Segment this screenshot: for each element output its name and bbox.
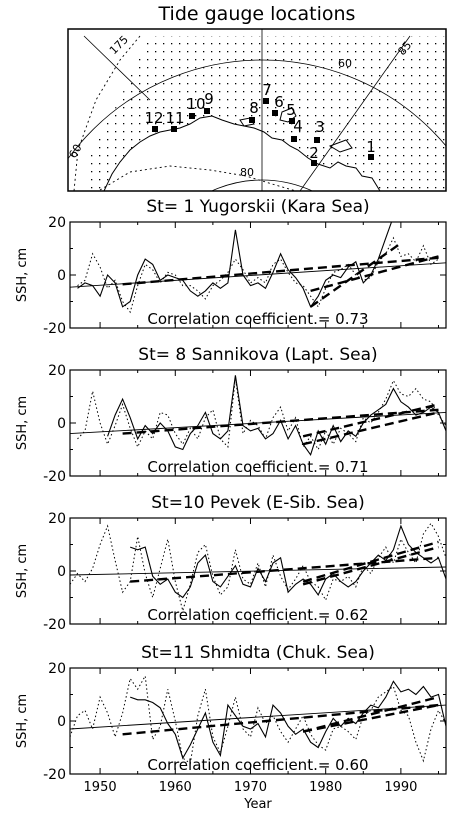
station-number: 4 xyxy=(293,117,303,135)
station-number: 9 xyxy=(204,90,214,108)
ocean-stipple xyxy=(86,36,446,191)
station-marker xyxy=(249,117,255,123)
trend-line-dashed xyxy=(310,255,439,293)
trend-line xyxy=(70,704,446,730)
x-tick-label: 1990 xyxy=(384,780,417,795)
x-tick-label: 1960 xyxy=(159,780,192,795)
y-tick-label: -20 xyxy=(43,469,66,485)
boundary-lines xyxy=(73,35,297,191)
series-line-dotted xyxy=(70,674,446,765)
y-tick-label: -20 xyxy=(43,767,66,783)
trend-line-dashed xyxy=(309,242,402,308)
station-number: 8 xyxy=(249,99,259,117)
correlation-annotation: Correlation coefficient.= 0.71 xyxy=(147,458,368,476)
series-line-dotted xyxy=(77,236,439,314)
series-line-solid xyxy=(130,680,446,760)
y-tick-label: 0 xyxy=(57,714,66,730)
station-number: 5 xyxy=(286,101,296,119)
grid-label: 60 xyxy=(338,57,352,70)
chart-panel: St=10 Pevek (E-Sib. Sea) SSH, cm 20 0 -20 Cor… xyxy=(15,493,447,633)
trend-line-dashed xyxy=(302,695,439,733)
station-marker xyxy=(272,110,278,116)
y-axis-label: SSH, cm xyxy=(15,396,30,450)
y-axis-label: SSH, cm xyxy=(15,248,30,302)
x-tick-label: 1950 xyxy=(84,780,117,795)
y-tick-label: 20 xyxy=(48,661,66,677)
chart-title: St= 1 Yugorskii (Kara Sea) xyxy=(146,197,369,217)
y-tick-label: 0 xyxy=(57,416,66,432)
y-axis-label: SSH, cm xyxy=(15,544,30,598)
y-tick-label: 0 xyxy=(57,564,66,580)
y-tick-label: -20 xyxy=(43,321,66,337)
y-tick-label: 20 xyxy=(48,363,66,379)
x-tick-label: 1980 xyxy=(309,780,342,795)
trend-line xyxy=(70,262,446,288)
station-number: 6 xyxy=(274,93,284,111)
station-marker xyxy=(171,126,177,132)
station-marker xyxy=(314,137,320,143)
station-number: 12 xyxy=(144,109,163,127)
station-marker xyxy=(152,126,158,132)
station-marker xyxy=(204,108,210,114)
trend-line-dashed xyxy=(122,408,439,435)
x-tick-label: 1970 xyxy=(234,780,267,795)
trend-line-dashed xyxy=(122,256,439,286)
correlation-annotation: Correlation coefficient.= 0.60 xyxy=(147,756,368,774)
plot-area xyxy=(70,674,446,765)
y-axis-label: SSH, cm xyxy=(15,694,30,748)
island xyxy=(328,139,353,153)
station-marker xyxy=(368,154,374,160)
coastline xyxy=(103,115,381,191)
series-line-dotted xyxy=(70,522,446,613)
trend-line-dashed xyxy=(302,540,439,583)
correlation-annotation: Correlation coefficient.= 0.73 xyxy=(147,310,368,328)
chart-title: St= 8 Sannikova (Lapt. Sea) xyxy=(138,345,377,365)
grid-label: 175 xyxy=(107,33,131,57)
station-marker xyxy=(289,118,295,124)
chart-panel: St= 8 Sannikova (Lapt. Sea) SSH, cm 20 0 -20… xyxy=(15,345,447,485)
trend-line-dashed xyxy=(130,556,439,583)
station-number: 1 xyxy=(366,138,376,156)
trend-line-dashed xyxy=(302,403,439,438)
plot-area xyxy=(70,222,446,314)
station-marker xyxy=(311,160,317,166)
trend-line-dashed xyxy=(122,703,439,736)
station-marker xyxy=(291,136,297,142)
chart-panel: St=11 Shmidta (Chuk. Sea) SSH, cm 20 0 -20 19… xyxy=(15,643,447,812)
station-marker xyxy=(263,98,269,104)
y-tick-label: 0 xyxy=(57,268,66,284)
correlation-annotation: Correlation coefficient.= 0.62 xyxy=(147,606,368,624)
station-marker xyxy=(189,113,195,119)
chart-panels: St= 1 Yugorskii (Kara Sea) SSH, cm 20 0 -20 C… xyxy=(15,197,447,812)
series-line-solid xyxy=(77,222,393,308)
trend-line-dashed xyxy=(302,545,439,586)
chart-panel: St= 1 Yugorskii (Kara Sea) SSH, cm 20 0 -20 C… xyxy=(15,197,447,337)
chart-title: St=11 Shmidta (Chuk. Sea) xyxy=(141,643,375,663)
map-grid xyxy=(68,29,446,191)
y-tick-label: -20 xyxy=(43,617,66,633)
grid-label: 60 xyxy=(66,142,84,161)
series-line-solid xyxy=(130,524,446,599)
y-tick-label: 20 xyxy=(48,511,66,527)
station-number: 11 xyxy=(165,109,184,127)
plot-area xyxy=(70,522,446,613)
station-number: 2 xyxy=(309,144,319,162)
trend-line-dashed xyxy=(302,703,439,733)
y-tick-label: 20 xyxy=(48,215,66,231)
series-line-solid xyxy=(107,375,446,457)
x-axis-label: Year xyxy=(243,797,272,812)
trend-line-dashed xyxy=(302,411,439,446)
figure-title: Tide gauge locations xyxy=(158,3,356,25)
chart-title: St=10 Pevek (E-Sib. Sea) xyxy=(151,493,365,513)
station-number: 3 xyxy=(315,118,325,136)
plot-area xyxy=(70,375,446,457)
trend-line xyxy=(70,411,446,435)
grid-label: 80 xyxy=(240,166,254,179)
series-line-dotted xyxy=(77,377,446,451)
station-number: 7 xyxy=(262,81,272,99)
station-number: 10 xyxy=(186,95,205,113)
